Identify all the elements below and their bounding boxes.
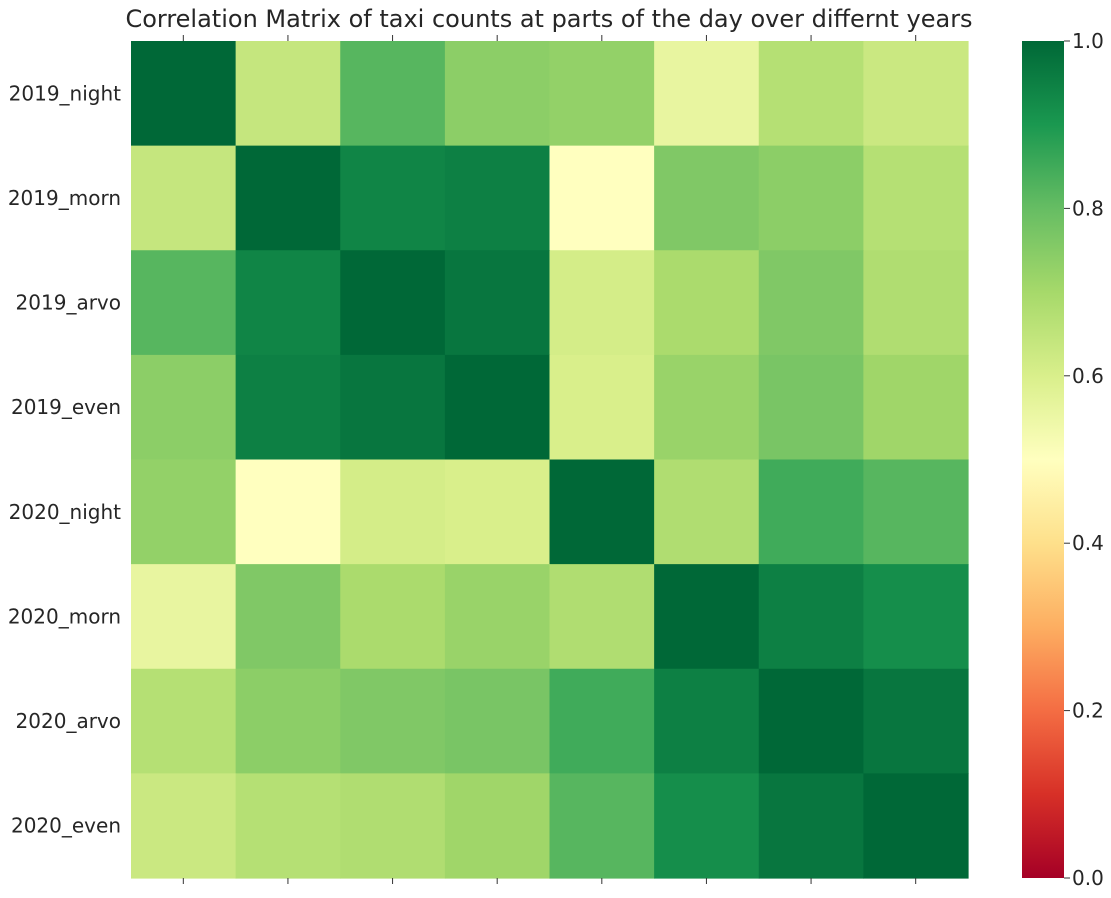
row-labels: 2019_night 2019_morn 2019_arvo 2019_even 202… (8, 81, 121, 837)
heatmap-cell (131, 564, 237, 670)
heatmap-cell (340, 41, 446, 147)
heatmap-cell (444, 459, 551, 565)
heatmap-cell (131, 354, 237, 461)
heatmap-cell (444, 250, 551, 356)
heatmap-cell (654, 668, 760, 774)
heatmap-cell (549, 459, 655, 565)
heatmap-cell (131, 459, 237, 565)
heatmap-cell (863, 354, 969, 461)
heatmap-cell (654, 250, 760, 356)
heatmap-cell (444, 41, 551, 147)
heatmap-cell (654, 564, 760, 670)
heatmap-cell (863, 145, 969, 251)
heatmap-cell (654, 145, 760, 251)
heatmap-cell (235, 668, 341, 774)
heatmap-cell (549, 773, 655, 879)
heatmap-cell (863, 773, 969, 879)
heatmap-cell (235, 354, 341, 461)
heatmap-cell (863, 459, 969, 565)
column-ticks (182, 35, 917, 884)
colorbar-tick-label: 0.8 (1072, 196, 1104, 220)
heatmap-cell (444, 145, 551, 251)
heatmap-cell (340, 459, 446, 565)
row-label: 2019_morn (8, 186, 121, 210)
heatmap-cell (654, 773, 760, 879)
heatmap-cell (444, 668, 551, 774)
heatmap-cell (863, 250, 969, 356)
heatmap-cell (863, 564, 969, 670)
colorbar-tick-label: 1.0 (1072, 29, 1104, 53)
colorbar: 0.0 0.2 0.4 0.6 0.8 1.0 (1022, 29, 1104, 890)
colorbar-tick-label: 0.4 (1072, 531, 1104, 555)
heatmap-cell (131, 668, 237, 774)
heatmap-cell (340, 668, 446, 774)
heatmap-cell (235, 773, 341, 879)
heatmap-cell (549, 564, 655, 670)
colorbar-tick-label: 0.2 (1072, 699, 1104, 723)
heatmap-cell (758, 459, 864, 565)
heatmap-cell (131, 41, 237, 147)
row-label: 2020_even (11, 814, 121, 838)
row-label: 2019_even (11, 395, 121, 419)
heatmap-cell (758, 564, 864, 670)
colorbar-ticks: 0.0 0.2 0.4 0.6 0.8 1.0 (1064, 29, 1104, 890)
row-label: 2020_morn (8, 604, 121, 628)
heatmap-cell (235, 459, 341, 565)
heatmap-cell (340, 564, 446, 670)
heatmap-cell (758, 145, 864, 251)
heatmap-cell (549, 145, 655, 251)
heatmap-cell (235, 250, 341, 356)
heatmap-cell (654, 41, 760, 147)
heatmap-cell (131, 250, 237, 356)
heatmap-cell (758, 668, 864, 774)
heatmap-cell (758, 773, 864, 879)
heatmap-cell (654, 459, 760, 565)
heatmap-cell (549, 41, 655, 147)
row-label: 2019_night (9, 81, 122, 105)
heatmap-cell (549, 354, 655, 461)
row-label: 2020_night (9, 500, 122, 524)
heatmap-cell (340, 354, 446, 461)
heatmap-cell (444, 773, 551, 879)
heatmap-cell (758, 41, 864, 147)
row-label: 2020_arvo (16, 709, 121, 733)
heatmap-cell (549, 668, 655, 774)
row-label: 2019_arvo (16, 291, 121, 315)
heatmap-cell (758, 250, 864, 356)
heatmap-cell (863, 41, 969, 147)
heatmap-cell (444, 564, 551, 670)
heatmap-cell (549, 250, 655, 356)
colorbar-tick-label: 0.6 (1072, 364, 1104, 388)
heatmap-cell (235, 145, 341, 251)
heatmap-cell (444, 354, 551, 461)
heatmap-cell (340, 145, 446, 251)
colorbar-gradient (1022, 41, 1064, 878)
heatmap-cell (654, 354, 760, 461)
colorbar-tick-label: 0.0 (1072, 866, 1104, 890)
heatmap-cell (863, 668, 969, 774)
heatmap-cell (340, 773, 446, 879)
heatmap-cell (131, 773, 237, 879)
heatmap-cell (340, 250, 446, 356)
heatmap-cell (235, 564, 341, 670)
heatmap-cells (131, 41, 969, 879)
heatmap-cell (758, 354, 864, 461)
heatmap-cell (131, 145, 237, 251)
heatmap-cell (235, 41, 341, 147)
chart-title: Correlation Matrix of taxi counts at par… (125, 5, 972, 33)
